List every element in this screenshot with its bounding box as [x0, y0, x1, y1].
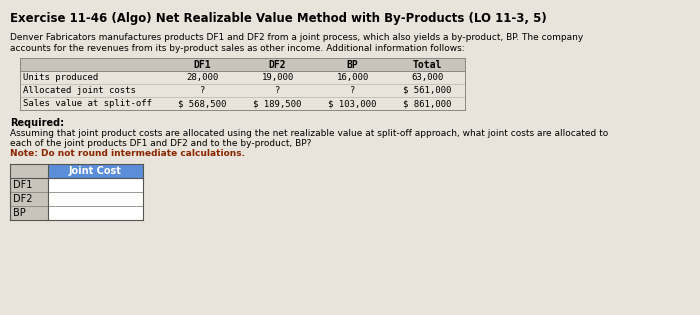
FancyBboxPatch shape [20, 71, 465, 84]
Text: BP: BP [346, 60, 358, 70]
Text: 63,000: 63,000 [412, 73, 444, 82]
Text: DF2: DF2 [269, 60, 286, 70]
Text: DF1: DF1 [13, 180, 32, 190]
FancyBboxPatch shape [10, 192, 48, 206]
Text: $ 189,500: $ 189,500 [253, 99, 302, 108]
Text: 16,000: 16,000 [337, 73, 369, 82]
Text: accounts for the revenues from its by-product sales as other income. Additional : accounts for the revenues from its by-pr… [10, 44, 465, 53]
Text: ?: ? [275, 86, 280, 95]
Text: Sales value at split-off: Sales value at split-off [23, 99, 152, 108]
Text: $ 861,000: $ 861,000 [403, 99, 452, 108]
FancyBboxPatch shape [48, 206, 143, 220]
Text: Denver Fabricators manufactures products DF1 and DF2 from a joint process, which: Denver Fabricators manufactures products… [10, 33, 583, 42]
Text: each of the joint products DF1 and DF2 and to the by-product, BP?: each of the joint products DF1 and DF2 a… [10, 139, 312, 148]
Text: 28,000: 28,000 [186, 73, 218, 82]
FancyBboxPatch shape [48, 192, 143, 206]
FancyBboxPatch shape [10, 206, 48, 220]
Text: Allocated joint costs: Allocated joint costs [23, 86, 136, 95]
Text: Exercise 11-46 (Algo) Net Realizable Value Method with By-Products (LO 11-3, 5): Exercise 11-46 (Algo) Net Realizable Val… [10, 12, 547, 25]
Text: Joint Cost: Joint Cost [69, 166, 122, 176]
FancyBboxPatch shape [48, 164, 143, 178]
Text: BP: BP [13, 208, 26, 218]
Text: $ 561,000: $ 561,000 [403, 86, 452, 95]
Text: DF1: DF1 [194, 60, 211, 70]
Text: $ 103,000: $ 103,000 [328, 99, 377, 108]
Text: DF2: DF2 [13, 194, 32, 204]
Text: Note: Do not round intermediate calculations.: Note: Do not round intermediate calculat… [10, 149, 245, 158]
Text: ?: ? [199, 86, 205, 95]
Text: ?: ? [350, 86, 355, 95]
FancyBboxPatch shape [20, 97, 465, 110]
Text: 19,000: 19,000 [261, 73, 293, 82]
FancyBboxPatch shape [20, 84, 465, 97]
FancyBboxPatch shape [10, 178, 48, 192]
FancyBboxPatch shape [20, 58, 465, 71]
Text: Units produced: Units produced [23, 73, 98, 82]
Text: Required:: Required: [10, 118, 64, 128]
Text: Assuming that joint product costs are allocated using the net realizable value a: Assuming that joint product costs are al… [10, 129, 608, 138]
Text: Total: Total [413, 60, 442, 70]
FancyBboxPatch shape [48, 178, 143, 192]
Text: $ 568,500: $ 568,500 [178, 99, 227, 108]
FancyBboxPatch shape [10, 164, 48, 178]
